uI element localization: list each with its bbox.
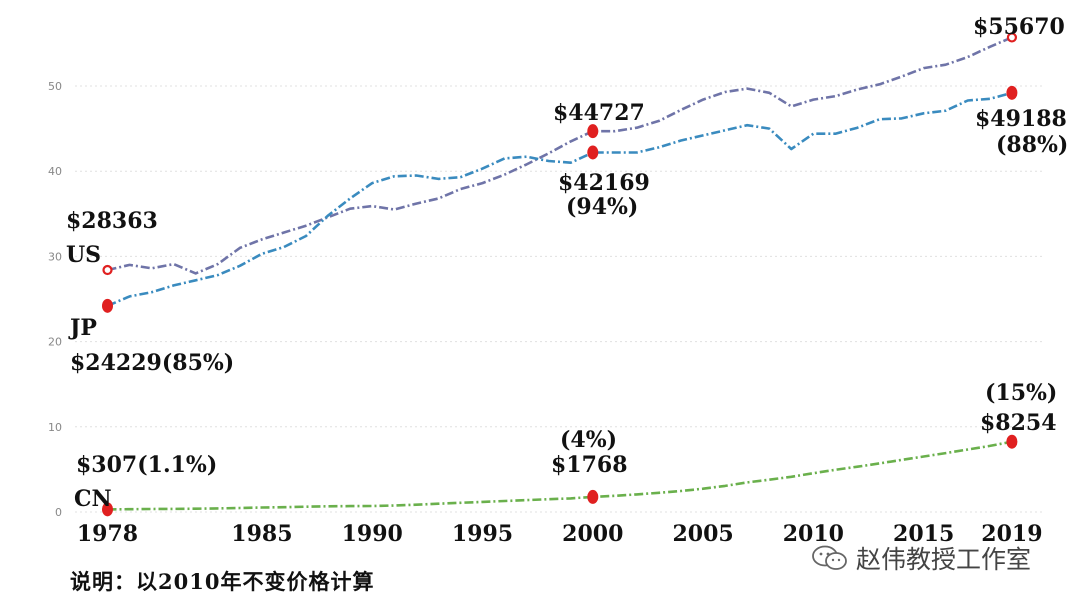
x-tick-label-2015: 2015 [893,521,954,547]
annotations: $28363 US JP $24229(85%) $307(1.1%) CN $44727 $… [66,14,1068,512]
annotation-label: $42169 [558,170,650,196]
annotation-label: $307(1.1%) [76,452,217,478]
series-lines [106,36,1013,511]
x-tick-label-2000: 2000 [562,521,623,547]
y-tick-label-30: 30 [48,250,62,263]
y-tick-label-10: 10 [48,421,62,434]
marker-cn-2000 [587,489,599,504]
x-tick-label-2019: 2019 [981,521,1042,547]
annotation-label: $44727 [553,100,645,126]
series-line-us [107,36,1013,275]
marker-us-2000 [587,124,599,139]
y-tick-label-20: 20 [48,336,62,349]
x-tick-label-2005: 2005 [672,521,733,547]
annotation-label: $49188 [975,106,1067,132]
marker-cn-1978 [102,502,113,517]
annotation-label: (4%) [560,427,617,453]
annotation-label: $55670 [973,14,1065,40]
y-tick-label-50: 50 [48,80,62,93]
x-tick-label-1990: 1990 [342,521,403,547]
annotation-label: JP [68,315,97,341]
annotation-label: $28363 [66,208,158,234]
marker-us-2019 [1006,32,1018,43]
watermark: 赵伟教授工作室 [810,540,1031,576]
marker-jp-2019 [1006,85,1018,100]
x-tick-label-1985: 1985 [231,521,292,547]
annotation-label: (94%) [566,194,638,220]
marker-us-1978 [102,264,113,276]
annotation-label: US [66,242,101,268]
x-axis-ticks: 1978 1985 1990 1995 2000 2005 2010 2015 2019 [77,521,1043,547]
annotation-label: CN [74,486,112,512]
annotation-label: $24229(85%) [70,350,234,376]
y-tick-label-40: 40 [48,165,62,178]
watermark-text: 赵伟教授工作室 [856,545,1032,574]
annotation-label: $8254 [980,410,1057,436]
wechat-icon [812,545,847,570]
annotation-label: (15%) [985,380,1057,406]
footnote: 说明：以2010年不变价格计算 [70,569,375,594]
x-tick-label-2010: 2010 [783,521,844,547]
y-axis-ticks: 0 10 20 30 40 50 [48,80,62,519]
y-tick-label-0: 0 [55,506,62,519]
series-line-cn [107,440,1013,511]
annotation-label: (88%) [996,132,1068,158]
marker-cn-2019 [1006,434,1018,449]
x-tick-label-1978: 1978 [77,521,138,547]
marker-jp-1978 [102,298,113,313]
marker-jp-2000 [587,145,599,160]
series-line-jp [106,91,1013,307]
grid-lines [75,85,1045,513]
x-tick-label-1995: 1995 [452,521,513,547]
series-markers [102,32,1018,517]
annotation-label: $1768 [551,452,628,478]
